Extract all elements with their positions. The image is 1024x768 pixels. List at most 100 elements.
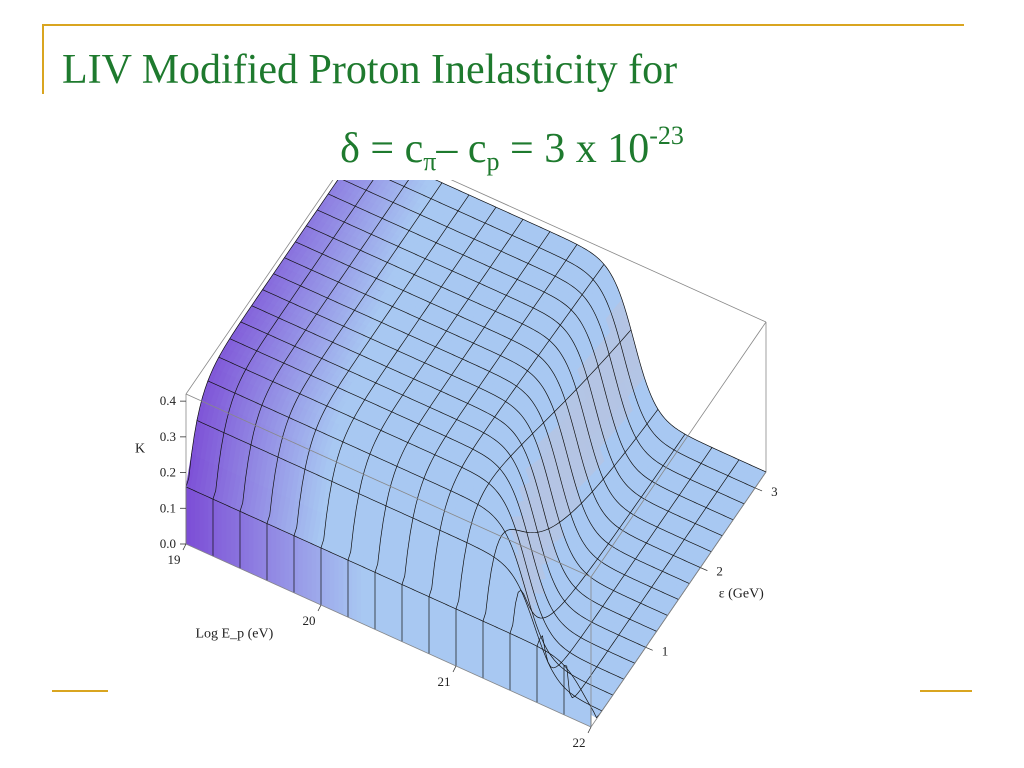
x-axis-label: Log E_p (eV) (195, 626, 273, 641)
surface-plot: 19 20 21 22 1 2 3 0.0 0.1 0.2 0.3 0.4 Log E_p (eV) ε … (135, 180, 778, 750)
formula-sub-pi: π (423, 147, 437, 176)
y-tick-label: 2 (716, 564, 723, 579)
x-tick-label: 20 (303, 613, 316, 628)
surface-skirt (307, 541, 313, 602)
surface-skirt (271, 525, 277, 586)
surface-skirt (244, 512, 250, 573)
box-edge (185, 543, 592, 728)
box-edge (185, 180, 334, 395)
page-subtitle-formula: δ = cπ– cp = 3 x 10-23 (0, 112, 1024, 186)
mesh-line-y (328, 193, 734, 521)
surface-skirt (266, 523, 272, 584)
surface-skirt (253, 516, 259, 577)
x-tick-label: 19 (168, 552, 181, 567)
surface-skirt (469, 614, 475, 675)
surface-skirt (293, 535, 299, 596)
surface-skirt (316, 545, 322, 606)
surface-skirt (572, 675, 578, 722)
mesh-line-y (207, 380, 614, 696)
surface-skirt (194, 490, 200, 551)
surface-skirt (248, 514, 254, 575)
surface-skirt (536, 645, 542, 706)
surface-mesh (185, 180, 767, 728)
surface-skirt (473, 616, 479, 677)
surface-skirt (509, 632, 515, 693)
surface-skirt (478, 618, 484, 679)
surface-skirt (230, 506, 236, 567)
surface-skirt (320, 547, 326, 608)
surface-skirt (388, 577, 394, 638)
surface-skirt (500, 628, 506, 689)
surface-skirt (437, 600, 443, 661)
mesh-line-y (435, 180, 767, 473)
surface-skirt (185, 486, 191, 547)
surface-skirt (352, 561, 358, 622)
surface-skirt (406, 586, 412, 647)
z-tick-label: 0.4 (160, 393, 177, 408)
surface-skirt (280, 529, 286, 590)
formula-exponent: -23 (649, 121, 684, 150)
formula-dash: – c (436, 126, 487, 172)
surface-skirt (356, 563, 362, 624)
surface-skirt (262, 521, 268, 582)
surface-skirt (343, 557, 349, 618)
surface-skirt (334, 553, 340, 614)
left-rule (42, 24, 44, 94)
surface-skirt (541, 648, 547, 708)
surface-skirt (190, 488, 196, 549)
surface-skirt (217, 500, 223, 561)
surface-skirt (298, 537, 304, 598)
mesh-line-y (240, 321, 646, 648)
mesh-line-x (185, 180, 339, 488)
mesh-line-y (342, 180, 745, 505)
z-tick-label: 0.1 (160, 500, 176, 515)
mesh-line-y (284, 257, 690, 584)
surface-skirt (329, 551, 335, 612)
surface-skirt (487, 622, 493, 683)
surface-skirt (203, 494, 209, 555)
formula-sub-p: p (486, 147, 500, 176)
surface-skirt (325, 549, 331, 610)
x-tick-mark (452, 665, 457, 673)
surface-skirt (550, 653, 556, 712)
surface-skirt (365, 567, 371, 628)
y-tick-label: 3 (771, 484, 778, 499)
surface-skirt (451, 606, 457, 667)
mesh-line-y (185, 486, 592, 708)
surface-skirt (428, 596, 434, 657)
surface-skirt (532, 643, 538, 704)
surface-skirt (464, 612, 470, 673)
surface-skirt (518, 637, 524, 697)
mesh-line-y (388, 180, 756, 489)
bounding-box-front (185, 321, 767, 728)
y-tick-mark (754, 487, 763, 492)
surface-skirt (257, 519, 263, 580)
surface-skirt (239, 510, 245, 571)
surface-skirt (419, 592, 425, 653)
x-tick-mark (587, 726, 592, 734)
bottom-left-rule (52, 690, 108, 692)
surface-skirt (505, 630, 511, 691)
y-tick-mark (700, 567, 708, 571)
formula-eq1: = c (359, 126, 424, 172)
axes-group: 19 20 21 22 1 2 3 0.0 0.1 0.2 0.3 0.4 Log E_p (eV) ε … (135, 393, 778, 750)
surface-skirt (284, 531, 290, 592)
surface-skirt (446, 604, 452, 665)
box-edge (590, 471, 767, 728)
x-tick-mark (182, 543, 187, 551)
mesh-line-y (218, 356, 624, 680)
x-tick-label: 22 (573, 735, 586, 750)
y-tick-label: 1 (662, 643, 669, 658)
surface-skirt (221, 502, 227, 563)
mesh-line-y (295, 241, 701, 568)
surface-skirt (415, 590, 421, 651)
surface-skirt (401, 584, 407, 645)
x-tick-label: 21 (438, 674, 451, 689)
surface-skirt (199, 492, 205, 553)
box-edge (590, 321, 767, 578)
surface-skirt (397, 582, 403, 643)
surface-skirt (311, 543, 317, 604)
surface-skirt (289, 533, 295, 594)
box-edge (185, 393, 592, 578)
y-tick-mark (645, 646, 653, 651)
